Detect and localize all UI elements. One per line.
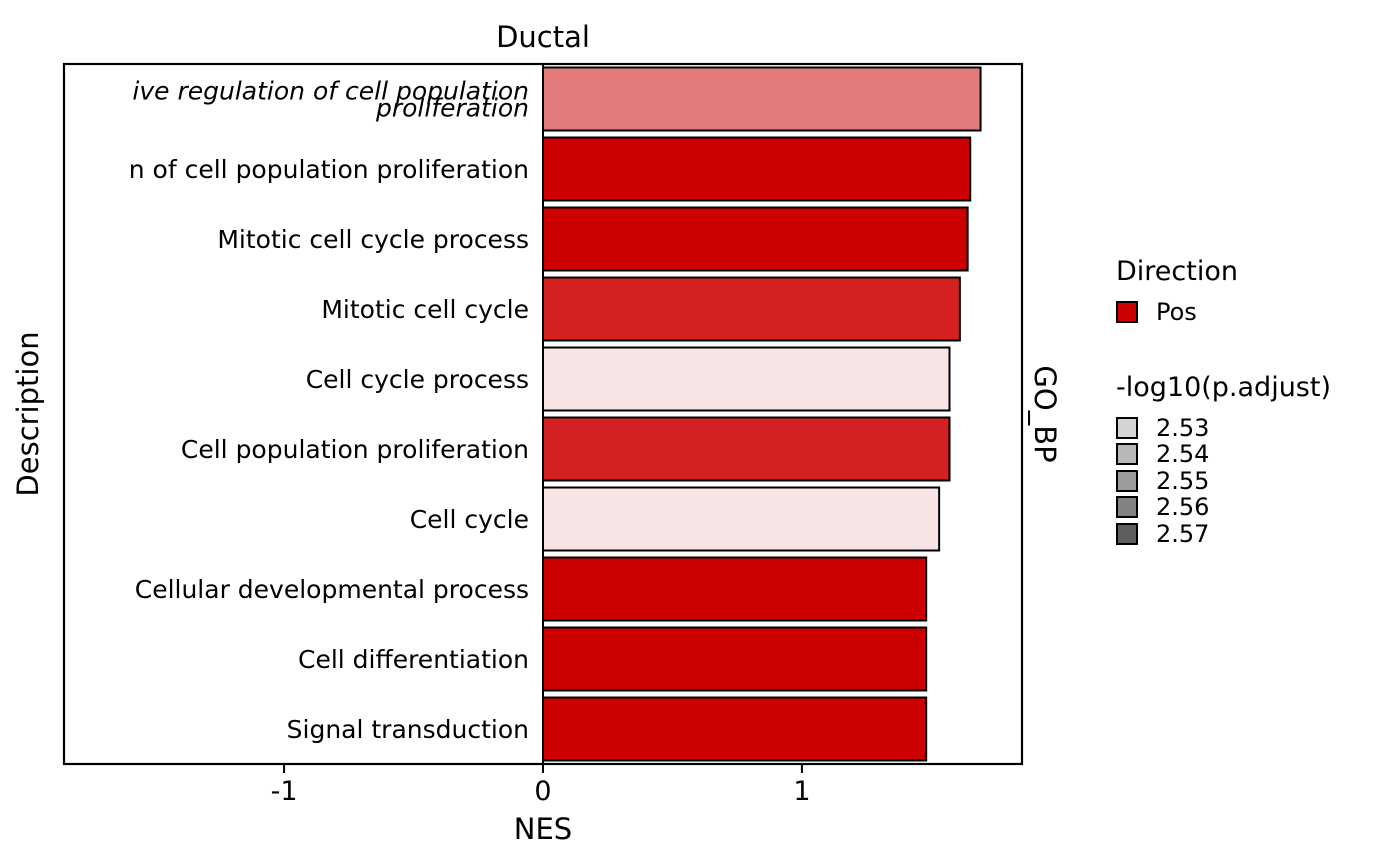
category-labels: ive regulation of cell populationprolife… bbox=[129, 77, 529, 745]
legend-item-padj: 2.57 bbox=[1116, 519, 1331, 548]
bar bbox=[542, 556, 928, 622]
legend-item-pos: Pos bbox=[1116, 298, 1331, 327]
bar bbox=[542, 416, 951, 482]
category-label: ive regulation of cell population bbox=[132, 77, 529, 106]
category-label: Mitotic cell cycle bbox=[321, 295, 529, 324]
category-label: proliferation bbox=[375, 94, 529, 123]
category-label: n of cell population proliferation bbox=[129, 155, 529, 184]
legend-item-padj: 2.55 bbox=[1116, 466, 1331, 495]
category-label: Mitotic cell cycle process bbox=[217, 225, 529, 254]
legend-key-padj bbox=[1116, 443, 1138, 466]
facet-label: GO_BP bbox=[1028, 365, 1062, 463]
legend-padj-title: -log10(p.adjust) bbox=[1116, 371, 1331, 403]
category-label: Cellular developmental process bbox=[135, 575, 529, 604]
legend-label-padj: 2.57 bbox=[1156, 519, 1210, 548]
x-tick-label: -1 bbox=[271, 776, 298, 807]
category-label: Cell cycle bbox=[410, 505, 529, 534]
category-label: Cell differentiation bbox=[298, 645, 529, 674]
legend-label-padj: 2.54 bbox=[1156, 440, 1210, 469]
category-label: Cell cycle process bbox=[306, 365, 529, 394]
x-axis-title: NES bbox=[513, 812, 573, 846]
bar bbox=[542, 276, 961, 342]
chart-title: Ductal bbox=[496, 20, 590, 54]
legend-label-padj: 2.56 bbox=[1156, 493, 1210, 522]
x-tick-label: 0 bbox=[534, 776, 551, 807]
legend-key-padj bbox=[1116, 522, 1138, 545]
bar bbox=[542, 136, 972, 202]
legend-label-pos: Pos bbox=[1156, 298, 1197, 327]
y-axis-title: Description bbox=[11, 331, 45, 497]
legend-key-padj bbox=[1116, 416, 1138, 439]
bar bbox=[542, 66, 982, 132]
legend-key-pos bbox=[1116, 301, 1138, 324]
legend-direction-title: Direction bbox=[1116, 256, 1238, 287]
legend-item-padj: 2.53 bbox=[1116, 413, 1331, 442]
x-tick-label: 1 bbox=[793, 776, 810, 807]
bar bbox=[542, 486, 941, 552]
legend-key-padj bbox=[1116, 496, 1138, 519]
bar bbox=[542, 696, 928, 762]
bar bbox=[542, 206, 969, 272]
bar bbox=[542, 626, 928, 692]
bar bbox=[542, 346, 951, 412]
legend-label-padj: 2.53 bbox=[1156, 413, 1210, 442]
legend-key-padj bbox=[1116, 469, 1138, 492]
category-label: Cell population proliferation bbox=[181, 435, 529, 464]
legend: Direction Pos -log10(p.adjust) 2.53 2.54… bbox=[1116, 256, 1331, 548]
legend-item-padj: 2.54 bbox=[1116, 440, 1331, 469]
category-label: Signal transduction bbox=[287, 715, 529, 744]
legend-item-padj: 2.56 bbox=[1116, 493, 1331, 522]
legend-label-padj: 2.55 bbox=[1156, 466, 1210, 495]
